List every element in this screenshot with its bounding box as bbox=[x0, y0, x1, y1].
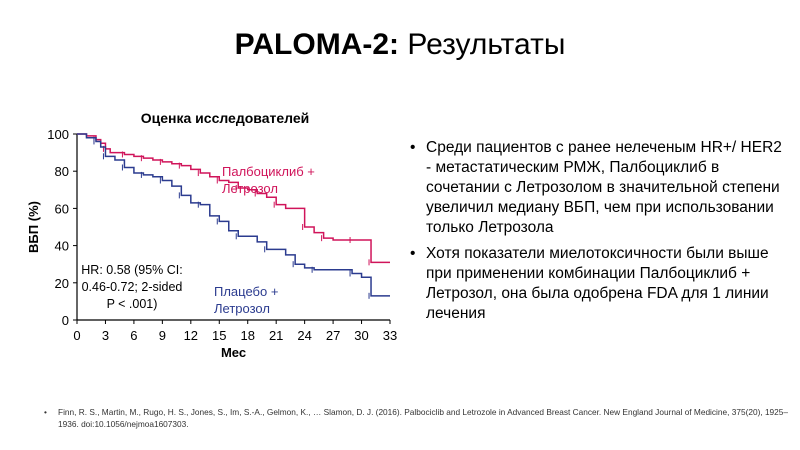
bullet-list: • Среди пациентов с ранее нелеченым HR+/ … bbox=[410, 138, 790, 330]
x-tick-label: 30 bbox=[354, 328, 368, 343]
hr-annotation: HR: 0.58 (95% CI: bbox=[81, 263, 182, 277]
series-line-placebo bbox=[77, 133, 390, 297]
bullet-item: • Среди пациентов с ранее нелеченым HR+/ … bbox=[410, 138, 790, 238]
x-tick-label: 6 bbox=[130, 328, 137, 343]
bullet-icon: • bbox=[44, 407, 47, 417]
y-tick-label: 20 bbox=[55, 276, 69, 291]
slide-title-rest: Результаты bbox=[399, 28, 566, 61]
series-line-palbociclib bbox=[77, 133, 390, 264]
series-label: Летрозол bbox=[222, 181, 278, 196]
chart-title: Оценка исследователей bbox=[140, 110, 310, 126]
x-tick-label: 33 bbox=[383, 328, 397, 343]
x-axis-label: Мес bbox=[221, 345, 246, 360]
x-tick-label: 12 bbox=[184, 328, 198, 343]
reference: • Finn, R. S., Martin, M., Rugo, H. S., J… bbox=[40, 406, 798, 430]
slide-title-bold: PALOMA-2: bbox=[234, 28, 400, 61]
reference-text: Finn, R. S., Martin, M., Rugo, H. S., Jo… bbox=[58, 407, 789, 429]
y-tick-label: 60 bbox=[55, 201, 69, 216]
x-tick-label: 0 bbox=[73, 328, 80, 343]
bullet-text: Хотя показатели миелотоксичности были вы… bbox=[426, 245, 769, 322]
x-tick-label: 24 bbox=[297, 328, 311, 343]
x-tick-label: 27 bbox=[326, 328, 340, 343]
series-label: Плацебо + bbox=[214, 284, 278, 299]
y-axis-label: ВБП (%) bbox=[26, 201, 41, 253]
bullet-text: Среди пациентов с ранее нелеченым HR+/ H… bbox=[426, 139, 782, 236]
x-tick-label: 21 bbox=[269, 328, 283, 343]
bullet-item: • Хотя показатели миелотоксичности были в… bbox=[410, 244, 790, 324]
y-tick-label: 40 bbox=[55, 239, 69, 254]
slide-title: PALOMA-2: Результаты bbox=[0, 28, 800, 62]
x-tick-label: 15 bbox=[212, 328, 226, 343]
hr-annotation: P < .001) bbox=[107, 297, 158, 311]
bullet-icon: • bbox=[410, 245, 416, 262]
y-tick-label: 0 bbox=[62, 313, 69, 328]
x-tick-label: 9 bbox=[159, 328, 166, 343]
y-tick-label: 100 bbox=[47, 127, 69, 142]
y-tick-label: 80 bbox=[55, 164, 69, 179]
series-label: Летрозол bbox=[214, 301, 270, 316]
x-tick-label: 18 bbox=[240, 328, 254, 343]
series-label: Палбоциклиб + bbox=[222, 164, 315, 179]
bullet-icon: • bbox=[410, 139, 416, 156]
x-tick-label: 3 bbox=[102, 328, 109, 343]
hr-annotation: 0.46-0.72; 2-sided bbox=[82, 280, 183, 294]
